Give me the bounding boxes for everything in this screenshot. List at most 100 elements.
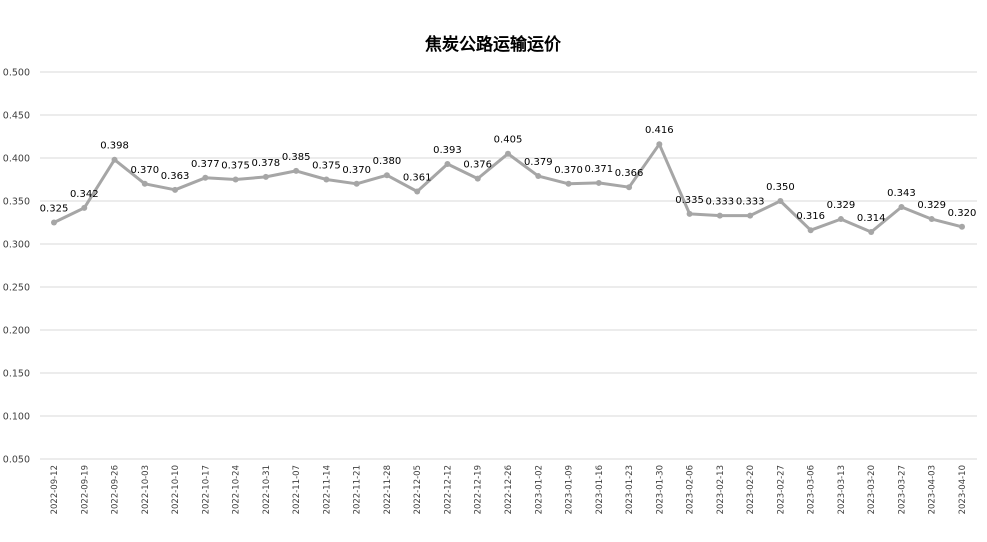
data-label: 0.371 — [584, 164, 613, 175]
x-tick-label: 2022-10-10 — [171, 465, 181, 514]
x-tick-label: 2022-12-19 — [474, 465, 484, 514]
data-point — [444, 161, 451, 168]
data-point — [111, 156, 118, 163]
data-point — [383, 172, 390, 179]
data-point — [656, 141, 663, 148]
data-point — [414, 188, 421, 195]
y-tick-label: 0.200 — [3, 326, 30, 337]
data-point — [172, 186, 179, 193]
x-tick-label: 2023-01-09 — [565, 465, 575, 514]
data-label: 0.377 — [191, 159, 220, 170]
x-tick-label: 2022-11-14 — [322, 465, 332, 514]
x-tick-label: 2022-11-28 — [383, 465, 393, 514]
y-axis-ticks: 0.050 0.100 0.150 0.200 0.250 0.300 0.350 0.400… — [3, 68, 30, 466]
data-label: 0.320 — [948, 208, 977, 219]
data-point — [141, 180, 148, 187]
x-tick-label: 2023-01-30 — [655, 465, 665, 514]
x-tick-label: 2022-09-26 — [111, 465, 121, 514]
x-tick-label: 2023-01-02 — [534, 465, 544, 514]
x-tick-label: 2023-02-06 — [686, 465, 696, 514]
data-label: 0.380 — [373, 156, 402, 167]
data-points — [51, 141, 965, 235]
data-point — [807, 227, 814, 234]
data-label: 0.325 — [40, 204, 69, 215]
data-label: 0.416 — [645, 125, 674, 136]
data-label: 0.342 — [70, 189, 99, 200]
data-label: 0.393 — [433, 145, 462, 156]
data-point — [928, 216, 935, 223]
data-label: 0.378 — [252, 158, 281, 169]
data-label: 0.363 — [161, 171, 190, 182]
data-label: 0.343 — [887, 188, 916, 199]
y-tick-label: 0.400 — [3, 154, 30, 165]
chart-title: 焦炭公路运输运价 — [424, 34, 562, 55]
data-label: 0.385 — [282, 152, 311, 163]
x-tick-label: 2022-09-12 — [50, 465, 60, 514]
data-point — [535, 173, 542, 180]
x-tick-label: 2022-10-24 — [232, 465, 242, 514]
data-label: 0.376 — [463, 160, 492, 171]
x-tick-label: 2022-11-21 — [353, 465, 363, 514]
data-point — [898, 204, 905, 211]
x-tick-label: 2023-01-16 — [595, 465, 605, 514]
data-label: 0.350 — [766, 182, 795, 193]
data-label: 0.329 — [917, 200, 946, 211]
x-tick-label: 2023-03-27 — [897, 465, 907, 514]
data-point — [353, 180, 360, 187]
y-tick-label: 0.350 — [3, 197, 30, 208]
data-label: 0.405 — [494, 135, 523, 146]
x-axis-ticks: 2022-09-12 2022-09-19 2022-09-26 2022-10-03… — [50, 465, 968, 514]
data-point — [262, 173, 269, 180]
x-tick-label: 2022-12-05 — [413, 465, 423, 514]
y-tick-label: 0.150 — [3, 369, 30, 380]
data-label: 0.361 — [403, 173, 432, 184]
y-tick-label: 0.050 — [3, 455, 30, 466]
x-tick-label: 2022-10-03 — [141, 465, 151, 514]
x-tick-label: 2022-09-19 — [80, 465, 90, 514]
x-tick-label: 2023-01-23 — [625, 465, 635, 514]
data-label: 0.333 — [706, 197, 735, 208]
data-label: 0.333 — [736, 197, 765, 208]
data-point — [474, 175, 481, 182]
x-tick-label: 2023-03-20 — [867, 465, 877, 514]
gridlines — [40, 71, 977, 460]
data-point — [51, 219, 57, 226]
x-tick-label: 2023-02-27 — [776, 465, 786, 514]
data-point — [777, 198, 784, 204]
data-point — [686, 210, 693, 217]
x-tick-label: 2022-10-31 — [262, 465, 272, 514]
data-point — [595, 179, 602, 186]
data-label: 0.398 — [100, 141, 129, 152]
data-label: 0.375 — [221, 161, 250, 172]
x-tick-label: 2022-12-12 — [443, 465, 453, 514]
x-tick-label: 2023-02-13 — [716, 465, 726, 514]
x-tick-label: 2022-11-07 — [292, 465, 302, 514]
x-tick-label: 2022-10-17 — [201, 465, 211, 514]
data-label: 0.370 — [554, 165, 583, 176]
data-point — [323, 176, 330, 183]
data-point — [202, 174, 209, 181]
y-tick-label: 0.250 — [3, 283, 30, 294]
data-point — [747, 212, 754, 219]
y-tick-label: 0.100 — [3, 412, 30, 423]
data-point — [959, 223, 965, 230]
data-point — [565, 180, 572, 187]
data-label: 0.366 — [615, 168, 644, 179]
x-tick-label: 2023-03-06 — [807, 465, 817, 514]
data-label: 0.375 — [312, 161, 341, 172]
x-tick-label: 2022-12-26 — [504, 465, 514, 514]
x-tick-label: 2023-04-10 — [958, 465, 968, 514]
data-point — [626, 184, 633, 191]
x-tick-label: 2023-04-03 — [928, 465, 938, 514]
data-label: 0.370 — [130, 165, 159, 176]
data-point — [505, 150, 511, 157]
data-label: 0.379 — [524, 157, 553, 168]
x-tick-label: 2023-02-20 — [746, 465, 756, 514]
series-line — [53, 142, 963, 234]
data-point — [81, 204, 88, 211]
data-point — [232, 176, 239, 183]
data-point — [868, 228, 875, 235]
x-tick-label: 2023-03-13 — [837, 465, 847, 514]
data-point — [837, 216, 844, 223]
